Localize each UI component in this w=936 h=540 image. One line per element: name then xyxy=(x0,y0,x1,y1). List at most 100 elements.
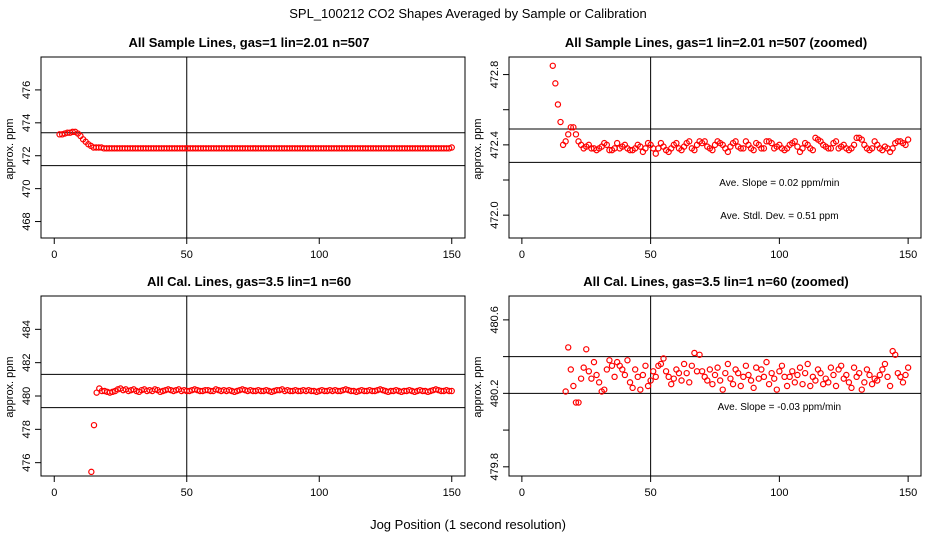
data-point xyxy=(850,364,858,371)
data-point xyxy=(88,468,95,476)
data-point xyxy=(760,145,768,152)
data-point xyxy=(804,360,811,368)
data-point xyxy=(603,141,611,149)
data-point xyxy=(590,358,598,366)
data-point xyxy=(856,369,863,377)
data-point xyxy=(655,145,662,152)
data-point xyxy=(565,131,572,138)
data-point xyxy=(577,375,585,382)
data-point xyxy=(698,368,706,375)
data-point xyxy=(593,371,600,379)
y-tick-label: 472.0 xyxy=(489,201,501,229)
data-point xyxy=(657,360,665,368)
data-point xyxy=(673,139,680,147)
data-point xyxy=(562,388,569,395)
data-point xyxy=(572,399,580,406)
data-point xyxy=(863,366,871,373)
data-point xyxy=(688,362,696,369)
data-point xyxy=(879,366,886,373)
data-point xyxy=(693,368,701,375)
data-point xyxy=(714,364,721,371)
x-tick-label: 50 xyxy=(645,249,657,261)
data-point xyxy=(603,366,611,373)
panel-title: All Cal. Lines, gas=3.5 lin=1 n=60 xyxy=(147,274,351,289)
data-point xyxy=(825,145,832,152)
data-point xyxy=(837,362,845,369)
data-point xyxy=(899,379,907,386)
x-axis-label: Jog Position (1 second resolution) xyxy=(370,517,566,532)
data-point xyxy=(902,371,909,379)
data-point xyxy=(732,138,739,145)
data-point xyxy=(680,360,688,368)
data-point xyxy=(691,146,698,154)
data-point xyxy=(819,380,827,388)
data-point xyxy=(827,364,835,371)
data-point xyxy=(812,377,819,384)
data-point xyxy=(624,357,631,364)
data-point xyxy=(768,139,775,147)
data-point xyxy=(552,80,559,87)
data-point xyxy=(448,144,455,151)
data-point xyxy=(886,382,894,390)
x-tick-label: 150 xyxy=(443,249,461,261)
data-point xyxy=(794,143,801,150)
data-point xyxy=(634,373,641,381)
data-point xyxy=(765,380,773,388)
data-point xyxy=(583,346,590,353)
data-point xyxy=(557,118,564,126)
data-point xyxy=(753,364,760,371)
y-tick-label: 482 xyxy=(21,353,33,371)
data-point xyxy=(608,362,616,369)
data-point xyxy=(686,379,693,386)
data-point xyxy=(799,145,806,152)
data-point xyxy=(90,421,98,429)
y-tick-label: 472 xyxy=(21,147,33,165)
data-point xyxy=(902,141,909,149)
data-point xyxy=(745,371,752,379)
data-point xyxy=(724,148,732,156)
data-point xyxy=(691,349,698,357)
data-point xyxy=(778,362,786,369)
data-point xyxy=(570,382,577,390)
x-tick-label: 100 xyxy=(310,487,328,499)
data-point xyxy=(665,373,672,381)
data-point xyxy=(858,136,865,143)
x-tick-label: 150 xyxy=(443,487,461,499)
x-tick-label: 0 xyxy=(519,249,525,261)
data-point xyxy=(613,139,621,147)
data-point xyxy=(809,146,817,154)
data-point xyxy=(601,386,608,393)
data-point xyxy=(801,369,809,377)
data-point xyxy=(575,399,582,406)
data-point xyxy=(678,377,685,384)
x-tick-label: 150 xyxy=(899,249,917,261)
data-point xyxy=(626,379,634,386)
data-point xyxy=(760,373,768,381)
data-point xyxy=(445,387,453,395)
data-point xyxy=(448,387,455,395)
data-point xyxy=(683,369,690,377)
y-tick-label: 472.8 xyxy=(489,61,501,89)
data-point xyxy=(719,386,726,393)
y-axis-label: approx. ppm xyxy=(4,356,16,417)
data-point xyxy=(832,382,840,390)
y-tick-label: 480.6 xyxy=(489,306,501,334)
plot-frame xyxy=(40,56,466,239)
data-point xyxy=(868,380,876,388)
data-point xyxy=(740,145,747,152)
panel-title: All Sample Lines, gas=1 lin=2.01 n=507 (… xyxy=(565,35,867,50)
x-tick-label: 0 xyxy=(519,487,525,499)
data-point xyxy=(750,146,757,154)
data-point xyxy=(789,368,796,375)
data-point xyxy=(631,366,639,373)
data-point xyxy=(567,366,575,373)
data-point xyxy=(892,351,899,358)
data-point xyxy=(621,371,629,379)
data-point xyxy=(904,364,912,371)
y-tick-label: 476 xyxy=(21,81,33,99)
data-point xyxy=(768,369,775,377)
data-point xyxy=(580,364,587,371)
y-axis-label: approx. ppm xyxy=(472,118,484,179)
data-point xyxy=(652,373,659,381)
